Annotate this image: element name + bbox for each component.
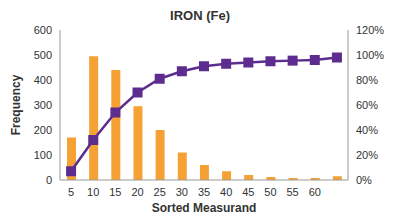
svg-text:15: 15 <box>109 186 121 198</box>
svg-text:20: 20 <box>131 186 143 198</box>
svg-text:400: 400 <box>34 74 52 86</box>
svg-text:200: 200 <box>34 124 52 136</box>
svg-text:25: 25 <box>154 186 166 198</box>
svg-text:60%: 60% <box>356 99 378 111</box>
svg-text:500: 500 <box>34 49 52 61</box>
svg-text:60: 60 <box>309 186 321 198</box>
svg-text:45: 45 <box>242 186 254 198</box>
svg-text:50: 50 <box>264 186 276 198</box>
svg-text:0%: 0% <box>356 174 372 186</box>
svg-text:600: 600 <box>34 24 52 36</box>
svg-text:55: 55 <box>286 186 298 198</box>
svg-text:5: 5 <box>68 186 74 198</box>
svg-text:40%: 40% <box>356 124 378 136</box>
svg-text:10: 10 <box>87 186 99 198</box>
svg-text:0: 0 <box>46 174 52 186</box>
svg-text:80%: 80% <box>356 74 378 86</box>
html-text:IRON (Fe): IRON (Fe) <box>170 8 230 23</box>
svg-text:35: 35 <box>198 186 210 198</box>
svg-text:20%: 20% <box>356 149 378 161</box>
svg-text:Frequency: Frequency <box>9 74 23 135</box>
svg-text:Sorted Measurand: Sorted Measurand <box>152 201 257 212</box>
svg-text:100: 100 <box>34 149 52 161</box>
svg-text:40: 40 <box>220 186 232 198</box>
svg-text:100%: 100% <box>356 49 384 61</box>
svg-text:30: 30 <box>176 186 188 198</box>
svg-text:300: 300 <box>34 99 52 111</box>
svg-text:120%: 120% <box>356 24 384 36</box>
